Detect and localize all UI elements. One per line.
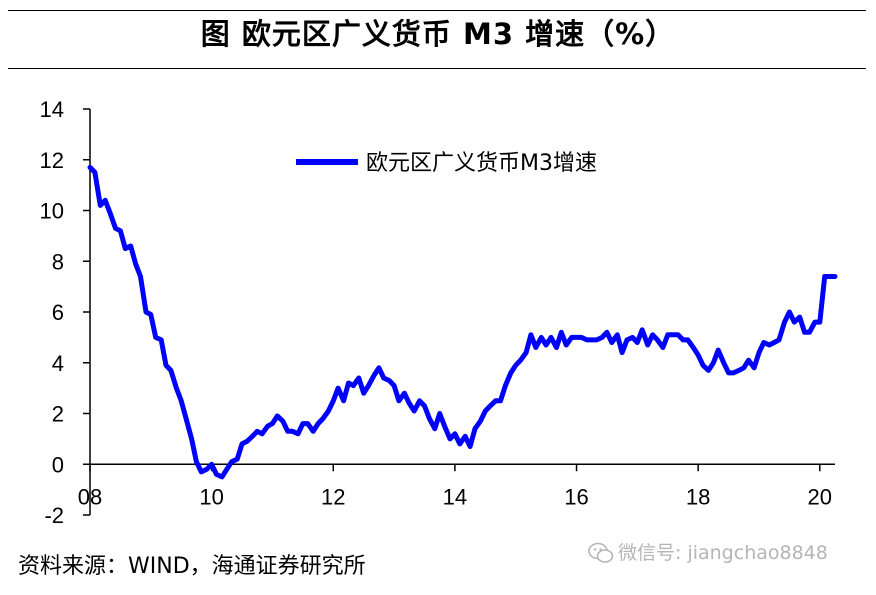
- y-tick-label: -2: [44, 503, 64, 528]
- x-tick-label: 16: [564, 484, 588, 509]
- chart-title: 图 欧元区广义货币 M3 增速（%）: [200, 17, 676, 51]
- x-tick-label: 20: [808, 484, 832, 509]
- y-tick-label: 14: [40, 97, 64, 122]
- wechat-icon: [588, 542, 614, 563]
- series-line-m3: [87, 164, 838, 480]
- y-tick-label: 0: [52, 452, 64, 477]
- legend: 欧元区广义货币M3增速: [296, 151, 597, 176]
- y-tick-label: 4: [52, 351, 64, 376]
- chart-canvas: -2 0 2 4 6 8 10 12 14 08 10 12 14 16 18 20 欧元区广义货币M3增速: [40, 97, 838, 528]
- watermark-text: 微信号: jiangchao8848: [618, 542, 828, 564]
- x-tick-label: 08: [78, 484, 102, 509]
- x-tick-label: 14: [443, 484, 467, 509]
- series-layer: [87, 164, 838, 480]
- y-tick-label: 2: [52, 402, 64, 427]
- y-tick-label: 12: [40, 148, 64, 173]
- title-top-rule: [8, 10, 866, 11]
- x-tick-label: 18: [686, 484, 710, 509]
- x-tick-label: 10: [199, 484, 223, 509]
- y-tick-labels: -2 0 2 4 6 8 10 12 14: [40, 97, 64, 528]
- watermark: 微信号: jiangchao8848: [588, 540, 828, 566]
- x-tick-labels: 08 10 12 14 16 18 20: [78, 484, 832, 509]
- y-tick-label: 10: [40, 199, 64, 224]
- legend-label: 欧元区广义货币M3增速: [366, 151, 597, 176]
- y-tick-label: 6: [52, 300, 64, 325]
- y-tick-label: 8: [52, 249, 64, 274]
- source-note: 资料来源：WIND，海通证券研究所: [18, 554, 366, 579]
- x-tick-label: 12: [321, 484, 345, 509]
- title-bottom-rule: [8, 68, 866, 69]
